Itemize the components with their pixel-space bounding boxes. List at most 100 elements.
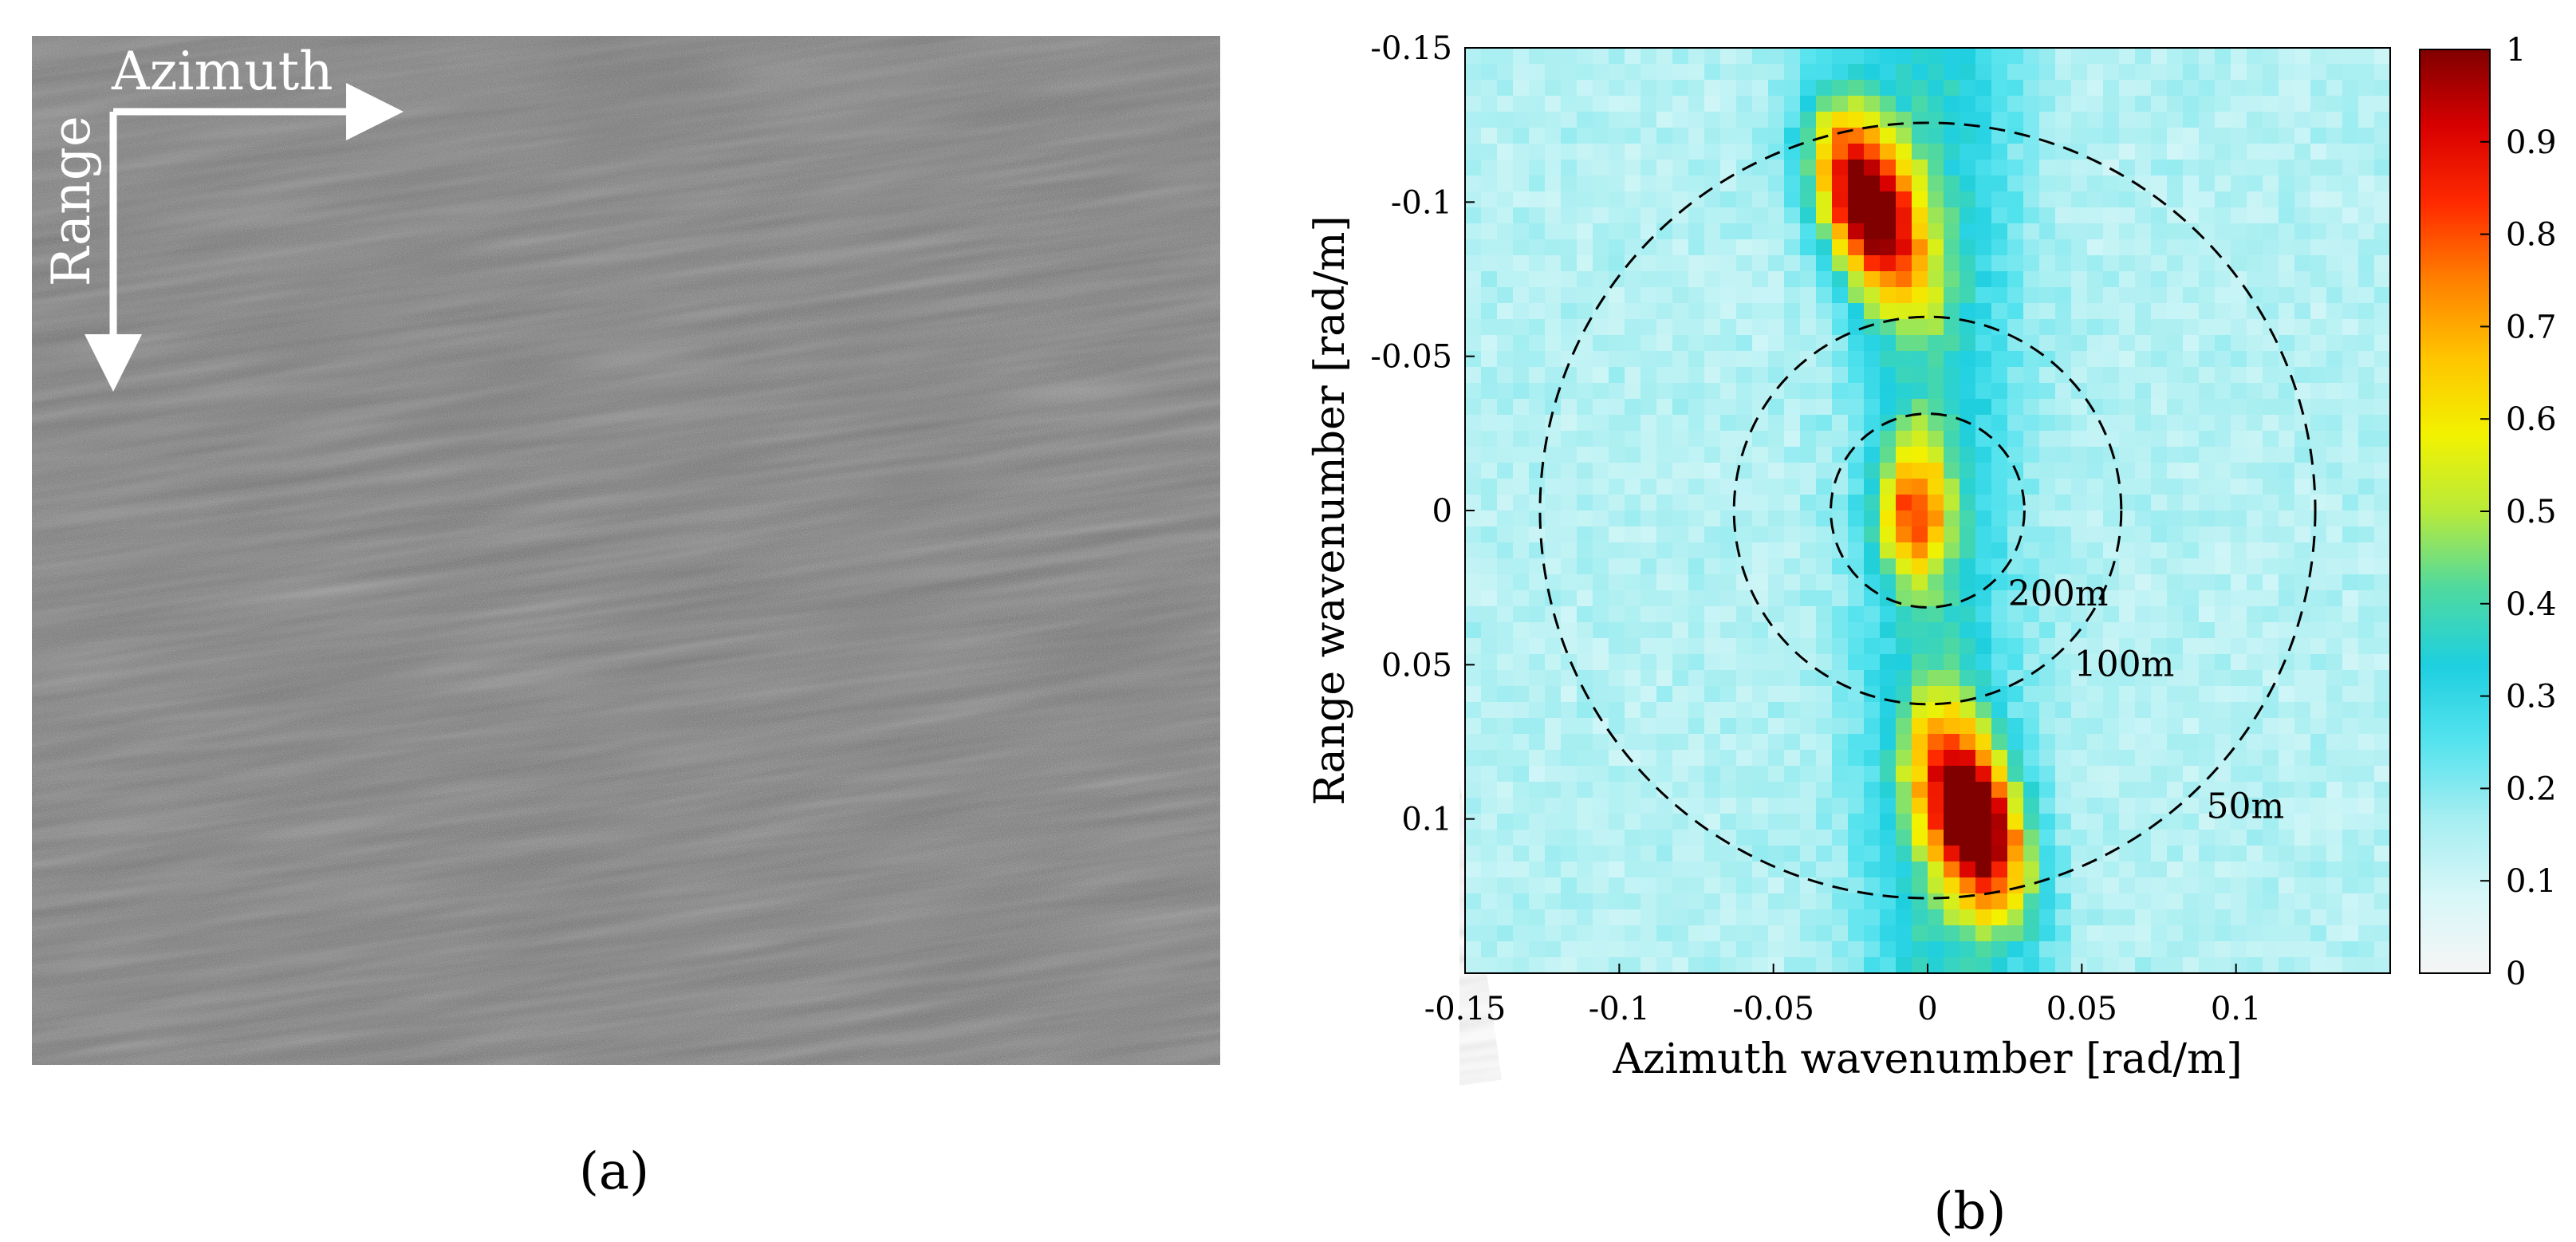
heatmap-cell [1880,718,1897,735]
heatmap-cell [2167,542,2184,559]
heatmap-cell [2055,909,2072,926]
heatmap-cell [1529,319,1546,336]
heatmap-cell [2007,670,2024,687]
heatmap-cell [1481,622,1498,639]
heatmap-cell [1752,463,1769,479]
heatmap-cell [2294,830,2311,846]
heatmap-cell [1688,463,1705,479]
heatmap-cell [1768,160,1785,176]
heatmap-cell [1465,447,1482,463]
heatmap-cell [2310,925,2327,942]
heatmap-cell [2294,511,2311,527]
heatmap-cell [1561,925,1578,942]
heatmap-cell [2103,383,2120,400]
heatmap-cell [2247,191,2263,208]
heatmap-cell [1481,399,1498,416]
heatmap-cell [1481,479,1498,495]
heatmap-cell [1975,463,1992,479]
heatmap-cell [1928,686,1944,703]
heatmap-cell [2023,463,2040,479]
heatmap-cell [1784,638,1801,655]
heatmap-cell [1641,814,1657,830]
heatmap-cell [1545,590,1562,607]
heatmap-cell [1688,574,1705,591]
heatmap-cell [1656,877,1673,894]
heatmap-cell [1832,590,1849,607]
heatmap-cell [1481,670,1498,687]
heatmap-cell [1752,718,1769,735]
heatmap-cell [2087,207,2104,224]
heatmap-cell [2007,431,2024,448]
heatmap-cell [1561,606,1578,623]
heatmap-cell [1752,431,1769,448]
heatmap-cell [1736,207,1753,224]
heatmap-cell [2055,383,2072,400]
heatmap-cell [1912,367,1928,384]
heatmap-cell [1848,893,1865,910]
heatmap-cell [2294,367,2311,384]
heatmap-cell [2055,606,2072,623]
heatmap-cell [2215,846,2231,862]
heatmap-cell [2247,909,2263,926]
heatmap-cell [1529,271,1546,288]
heatmap-cell [1593,383,1609,400]
heatmap-cell [1896,702,1912,719]
heatmap-cell [2183,495,2200,511]
heatmap-cell [2310,702,2327,719]
heatmap-cell [1912,558,1928,575]
heatmap-cell [1832,144,1849,160]
heatmap-cell [1880,48,1897,65]
heatmap-cell [1800,670,1817,687]
heatmap-cell [2326,654,2343,671]
heatmap-cell [2199,590,2216,607]
heatmap-cell [1768,175,1785,192]
heatmap-cell [1991,367,2008,384]
heatmap-cell [2087,415,2104,432]
heatmap-cell [2103,351,2120,368]
heatmap-cell [1625,447,1641,463]
heatmap-cell [2263,814,2279,830]
heatmap-cell [1880,335,1897,352]
heatmap-cell [2294,303,2311,320]
heatmap-cell [1625,191,1641,208]
heatmap-cell [1513,734,1530,751]
heatmap-cell [2135,271,2152,288]
heatmap-cell [1896,495,1912,511]
heatmap-cell [1577,128,1593,144]
heatmap-cell [1704,909,1721,926]
heatmap-cell [1960,734,1976,751]
heatmap-cell [2263,303,2279,320]
heatmap-cell [1991,750,2008,767]
heatmap-cell [2199,495,2216,511]
heatmap-cell [2023,877,2040,894]
heatmap-cell [1928,941,1944,958]
heatmap-cell [2151,383,2168,400]
x-tick-label: 0 [1917,991,1937,1027]
heatmap-cell [2039,96,2056,112]
heatmap-cell [1577,542,1593,559]
heatmap-cell [1896,112,1912,128]
heatmap-cell [1944,766,1960,783]
heatmap-cell [1944,686,1960,703]
heatmap-cell [1529,207,1546,224]
heatmap-cell [2039,271,2056,288]
heatmap-cell [2199,223,2216,240]
heatmap-cell [1864,590,1881,607]
heatmap-cell [2231,463,2247,479]
heatmap-cell [2247,590,2263,607]
heatmap-cell [1529,654,1546,671]
heatmap-cell [1529,255,1546,272]
heatmap-cell [1880,399,1897,416]
heatmap-cell [2023,782,2040,798]
heatmap-cell [2279,893,2295,910]
heatmap-cell [1513,367,1530,384]
heatmap-cell [1752,64,1769,81]
heatmap-cell [1593,255,1609,272]
heatmap-cell [1896,223,1912,240]
heatmap-cell [2199,128,2216,144]
heatmap-cell [2055,542,2072,559]
heatmap-cell [1529,191,1546,208]
heatmap-cell [1768,319,1785,336]
heatmap-cell [1481,957,1498,973]
heatmap-cell [2071,542,2088,559]
